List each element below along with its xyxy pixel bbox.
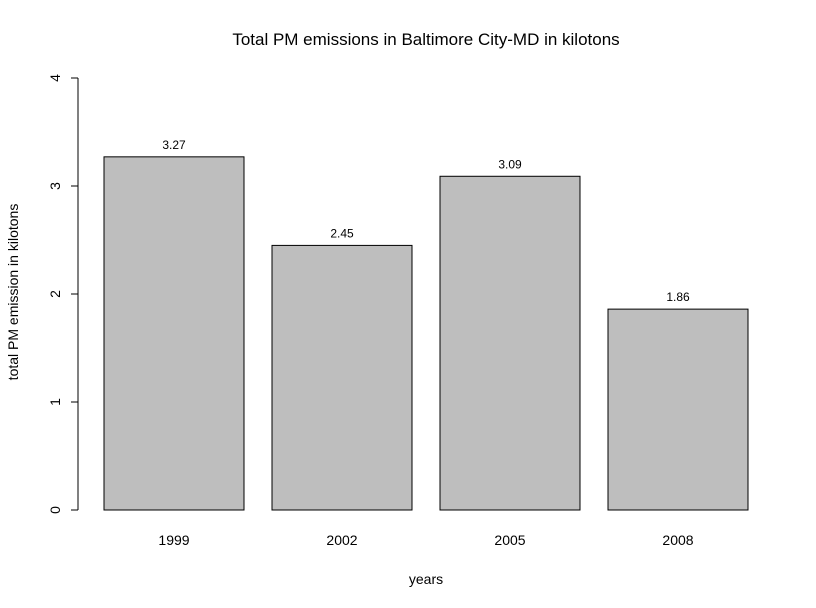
data-label-2008: 1.86 <box>666 290 690 304</box>
bar-2002 <box>271 244 413 511</box>
y-axis: 0 1 2 3 4 <box>47 74 79 514</box>
bar-2008 <box>607 308 749 511</box>
data-label-2005: 3.09 <box>498 157 522 171</box>
y-axis-label: total PM emission in kilotons <box>5 204 21 381</box>
x-tick-label-2002: 2002 <box>326 532 357 548</box>
data-label-2002: 2.45 <box>330 226 354 240</box>
y-tick-label: 4 <box>47 74 63 82</box>
x-axis-label: years <box>409 571 443 587</box>
x-tick-label-2005: 2005 <box>494 532 525 548</box>
data-labels-group: 3.27 2.45 3.09 1.86 <box>162 138 690 304</box>
bars-group <box>103 156 749 511</box>
bar-2005 <box>439 175 581 511</box>
y-tick-label: 0 <box>47 506 63 514</box>
y-tick-label: 1 <box>47 398 63 406</box>
x-tick-label-2008: 2008 <box>662 532 693 548</box>
data-label-1999: 3.27 <box>162 138 186 152</box>
y-tick-label: 2 <box>47 290 63 298</box>
x-tick-label-1999: 1999 <box>158 532 189 548</box>
x-tick-labels-group: 1999 2002 2005 2008 <box>158 532 693 548</box>
bar-1999 <box>103 156 245 511</box>
chart-title: Total PM emissions in Baltimore City-MD … <box>232 30 619 49</box>
y-tick-label: 3 <box>47 182 63 190</box>
